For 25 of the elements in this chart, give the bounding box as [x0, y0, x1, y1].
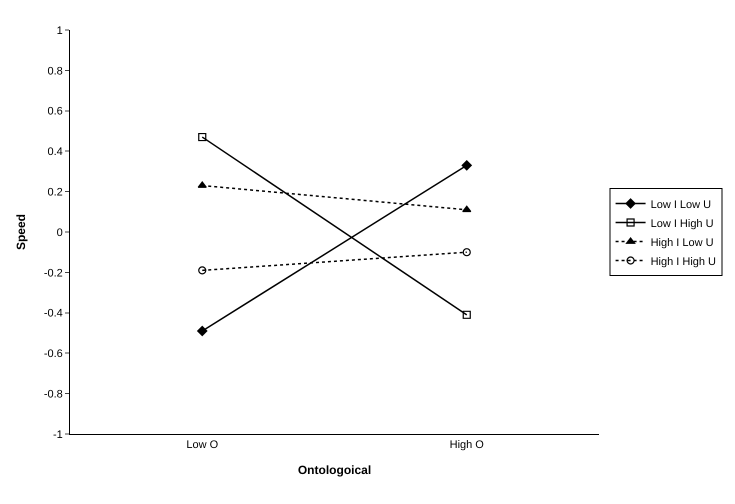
y-tick-label: -0.8: [44, 388, 63, 400]
y-tick-label: 0.2: [48, 186, 63, 198]
legend-label: Low I Low U: [650, 198, 712, 211]
legend-label: Low I High U: [650, 218, 714, 230]
y-tick-label: 1: [56, 24, 63, 37]
y-axis-title: Speed: [14, 214, 28, 250]
y-tick-label: -0.4: [44, 308, 63, 320]
x-tick-label: Low O: [186, 439, 219, 452]
y-tick-label: -0.2: [44, 267, 63, 280]
legend-label: High I High U: [650, 256, 716, 268]
x-axis-title: Ontologoical: [298, 463, 372, 478]
point: [198, 266, 206, 274]
point: [462, 248, 471, 256]
y-tick-label: 0.8: [48, 65, 63, 78]
y-tick-label: -1: [53, 428, 63, 441]
point: [462, 160, 472, 170]
x-tick-label: High O: [450, 439, 484, 452]
legend-label: High I Low U: [650, 236, 714, 249]
point: [197, 326, 208, 336]
point: [198, 132, 206, 142]
y-tick-label: 0: [56, 226, 63, 239]
point: [462, 310, 471, 319]
y-tick-label: 0.4: [48, 146, 63, 158]
y-tick-label: -0.6: [44, 348, 63, 360]
y-tick-label: 0.6: [48, 106, 63, 118]
